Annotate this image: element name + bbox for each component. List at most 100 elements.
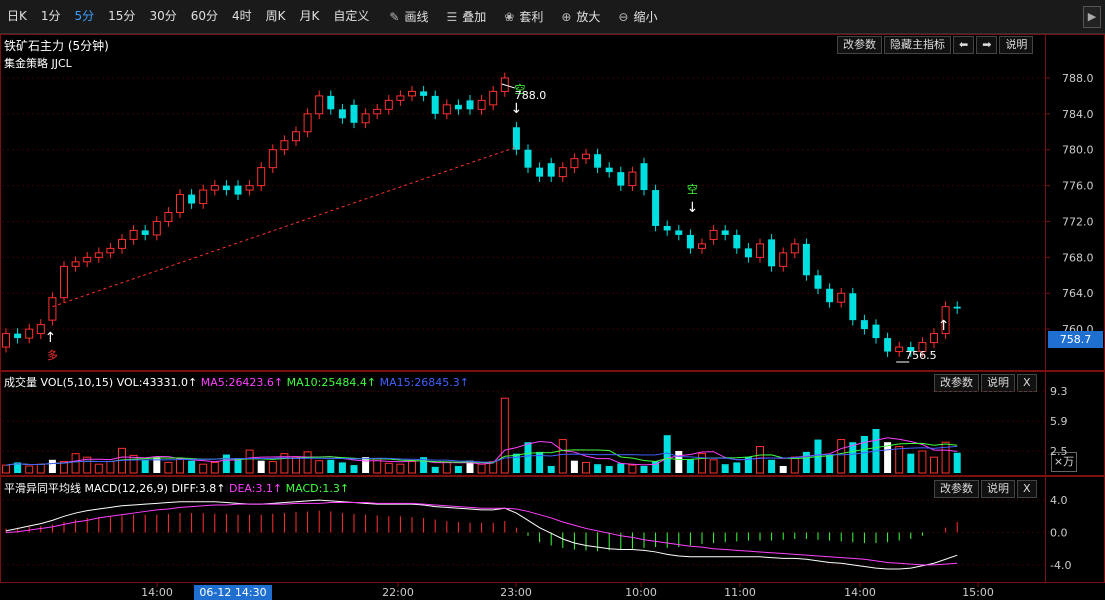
- tool-button-2[interactable]: ❀ 套利: [495, 8, 552, 25]
- main-help-button[interactable]: 说明: [999, 36, 1034, 54]
- main-button-row: 改参数 隐藏主指标 ⬅ ➡ 说明: [835, 36, 1034, 54]
- macd-panel-frame: [0, 476, 1105, 583]
- time-axis-label: 14:00: [844, 586, 876, 599]
- volume-bar: [512, 453, 520, 473]
- volume-bar: [837, 439, 846, 474]
- candle-down: [188, 194, 196, 204]
- timeframe-tab-7[interactable]: 周K: [265, 9, 286, 23]
- macd-indicator: MACD(12,26,9): [84, 482, 169, 495]
- volume-bar: [199, 463, 208, 474]
- volume-bar: [94, 463, 103, 474]
- candle-up: [25, 328, 34, 339]
- volume-close-button[interactable]: X: [1017, 374, 1037, 392]
- timeframe-tab-4[interactable]: 30分: [149, 9, 177, 23]
- scroll-right-arrow-button[interactable]: ➡: [976, 36, 998, 54]
- last-price-tag: 758.7: [1048, 331, 1103, 348]
- tool-button-4[interactable]: ⊖ 缩小: [609, 8, 666, 25]
- macd-close-button[interactable]: X: [1017, 480, 1037, 498]
- volume-bar: [106, 461, 115, 474]
- volume-bar: [164, 461, 173, 474]
- candle-up: [790, 243, 799, 254]
- volume-bar: [907, 453, 915, 473]
- candle-up: [210, 185, 219, 191]
- high-marker-line: [501, 83, 515, 89]
- candle-up: [176, 194, 184, 213]
- tool-label: 缩小: [633, 10, 658, 24]
- candle-down: [733, 234, 741, 249]
- macd-help-button[interactable]: 说明: [981, 480, 1015, 498]
- volume-bar: [245, 449, 254, 474]
- price-tick-label: 764.0: [1062, 287, 1094, 300]
- tool-button-0[interactable]: ✎ 画线: [380, 8, 437, 25]
- timeframe-tab-8[interactable]: 月K: [299, 9, 320, 23]
- short-arrow-icon: ↓: [511, 101, 523, 117]
- volume-bar: [234, 458, 242, 473]
- time-axis-label: 15:00: [962, 586, 994, 599]
- candle-down: [466, 100, 474, 110]
- short-arrow-icon-2: ↓: [687, 200, 699, 216]
- scroll-left-button[interactable]: ⬅: [953, 36, 975, 54]
- volume-bar: [25, 465, 34, 474]
- hide-main-indicator-button[interactable]: 隐藏主指标: [884, 36, 951, 54]
- volume-bar: [744, 457, 752, 473]
- candle-up: [268, 149, 277, 169]
- timeframe-tab-2[interactable]: 5分: [74, 9, 95, 23]
- scroll-right-button[interactable]: ▶: [1083, 6, 1101, 28]
- price-tick-label: 788.0: [1062, 72, 1094, 85]
- volume-bar: [895, 446, 904, 474]
- volume-ma5: MA5:26423.6↑: [200, 376, 284, 389]
- volume-tick-label: 9.3: [1050, 385, 1068, 398]
- macd-name: 平滑异同平均线: [4, 482, 81, 495]
- timeframe-tab-9[interactable]: 自定义: [333, 9, 370, 23]
- candle-up: [930, 333, 938, 344]
- tool-button-3[interactable]: ⊕ 放大: [552, 8, 609, 25]
- volume-params-button[interactable]: 改参数: [934, 374, 979, 392]
- timeframe-tab-1[interactable]: 1分: [40, 9, 61, 23]
- candle-down: [454, 104, 462, 110]
- volume-bar: [570, 460, 578, 473]
- candle-down: [826, 288, 834, 303]
- candle-up: [442, 104, 451, 115]
- macd-tick-label: 4.0: [1050, 494, 1068, 507]
- volume-ma10: MA10:25484.4↑: [286, 376, 377, 389]
- candle-up: [895, 346, 904, 353]
- candle-down: [327, 95, 335, 110]
- volume-bar: [222, 454, 230, 473]
- price-tick-label: 768.0: [1062, 251, 1094, 264]
- volume-bar: [2, 464, 10, 474]
- candle-down: [814, 275, 822, 289]
- tool-button-1[interactable]: ☰ 叠加: [437, 8, 495, 25]
- candle-up: [373, 108, 382, 115]
- price-tick-label: 772.0: [1062, 215, 1094, 228]
- candle-down: [721, 230, 729, 235]
- timeframe-tab-5[interactable]: 60分: [190, 9, 218, 23]
- long-arrow-icon-2: ↑: [938, 318, 950, 334]
- candle-down: [14, 333, 22, 339]
- timeframe-tab-0[interactable]: 日K: [7, 9, 27, 23]
- candle-down: [141, 230, 149, 235]
- volume-bar: [292, 456, 300, 474]
- short-signal-label: 空: [515, 82, 526, 96]
- timeframe-tab-6[interactable]: 4时: [232, 9, 252, 23]
- volume-bar: [918, 450, 927, 474]
- macd-legend: 平滑异同平均线 MACD(12,26,9) DIFF:3.8↑ DEA:3.1↑…: [4, 480, 349, 496]
- macd-params-button[interactable]: 改参数: [934, 480, 979, 498]
- volume-bar: [408, 461, 416, 474]
- macd-tick-label: 0.0: [1050, 527, 1068, 540]
- timeframe-group: 日K 1分 5分 15分 30分 60分 4时 周K 月K 自定义: [0, 0, 376, 33]
- high-price-label: 788.0: [515, 89, 547, 102]
- candle-up: [199, 189, 208, 205]
- candle-down: [768, 239, 776, 267]
- short-signal-label-2: 空: [687, 182, 698, 196]
- candle-up: [106, 247, 115, 254]
- volume-bar: [698, 453, 706, 474]
- candle-up: [303, 113, 312, 133]
- volume-bar: [547, 465, 555, 473]
- volume-bar: [153, 457, 161, 473]
- volume-bar: [884, 442, 892, 473]
- main-params-button[interactable]: 改参数: [837, 36, 882, 54]
- candle-down: [872, 324, 880, 339]
- timeframe-tab-3[interactable]: 15分: [108, 9, 136, 23]
- volume-bar: [454, 465, 462, 473]
